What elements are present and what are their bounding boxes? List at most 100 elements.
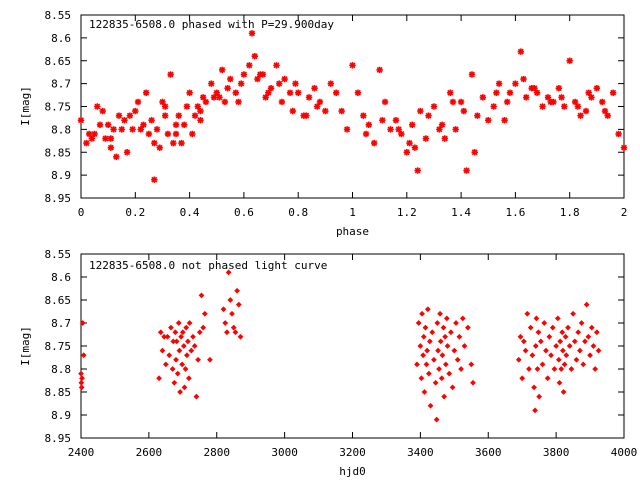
star-stroke-d2: [268, 85, 275, 92]
data-point-diamond: [437, 310, 443, 317]
star-stroke-d2: [276, 80, 283, 87]
data-point-diamond: [575, 329, 582, 336]
data-point-star: [151, 176, 158, 183]
star-stroke-d2: [496, 80, 503, 87]
data-point-diamond: [534, 366, 541, 372]
data-point-diamond: [539, 361, 546, 368]
data-point-star: [512, 80, 519, 87]
data-point-diamond: [169, 366, 176, 372]
data-point-star: [202, 98, 210, 106]
data-point-star: [140, 121, 147, 128]
star-stroke-d2: [621, 144, 627, 151]
data-point-star: [457, 98, 465, 106]
data-point-star: [275, 80, 283, 87]
star-stroke-d2: [173, 121, 179, 128]
data-point-star: [221, 98, 229, 106]
data-point-diamond: [449, 384, 456, 391]
star-stroke-d2: [558, 94, 565, 101]
star-stroke-d2: [145, 130, 152, 137]
star-stroke-d2: [441, 135, 448, 142]
data-point-star: [132, 107, 139, 115]
data-point-diamond: [234, 287, 240, 294]
data-point-star: [240, 71, 248, 78]
star-stroke-d2: [102, 135, 109, 142]
star-stroke-d2: [610, 89, 617, 96]
star-stroke-d2: [439, 121, 446, 128]
star-stroke-d2: [406, 140, 413, 147]
star-stroke-d2: [278, 98, 285, 105]
data-point-star: [395, 126, 402, 133]
data-point-diamond: [454, 356, 461, 363]
star-stroke-d2: [173, 130, 179, 137]
data-point-star: [256, 71, 264, 78]
star-stroke-d2: [156, 144, 163, 151]
star-stroke-d2: [555, 85, 562, 92]
data-point-star: [286, 89, 294, 96]
data-point-star: [588, 94, 595, 101]
data-point-diamond: [78, 370, 84, 377]
data-point-star: [153, 126, 161, 133]
data-point-star: [381, 98, 389, 106]
star-stroke-d2: [167, 71, 174, 78]
star-stroke-d2: [338, 108, 345, 115]
data-point-star: [609, 89, 617, 96]
data-point-diamond: [432, 379, 439, 386]
star-stroke-d2: [490, 103, 497, 110]
data-point-diamond: [418, 375, 425, 382]
star-stroke-d2: [599, 98, 606, 105]
star-stroke-d2: [387, 126, 394, 133]
data-point-diamond: [441, 393, 447, 400]
star-stroke-d2: [186, 89, 193, 96]
data-point-diamond: [200, 324, 207, 331]
star-stroke-d2: [327, 80, 334, 87]
data-point-diamond: [164, 333, 171, 340]
data-point-star: [438, 121, 446, 128]
data-point-star: [137, 126, 144, 133]
data-point-diamond: [196, 329, 203, 336]
star-stroke-d2: [604, 112, 611, 119]
data-point-star: [539, 103, 546, 110]
data-point-star: [558, 94, 565, 101]
data-point-diamond: [588, 324, 595, 331]
x-tick-label: 2600: [136, 446, 163, 459]
data-point-diamond: [435, 347, 441, 354]
data-point-diamond: [429, 329, 436, 336]
star-stroke-d2: [86, 130, 93, 137]
data-point-diamond: [555, 356, 562, 363]
y-tick-label: 8.8: [51, 123, 71, 136]
data-point-diamond: [546, 333, 553, 340]
star-stroke-d2: [379, 117, 386, 124]
data-point-star: [406, 139, 413, 147]
data-point-diamond: [421, 389, 428, 395]
data-point-star: [376, 66, 383, 74]
star-stroke-d2: [170, 140, 177, 147]
data-point-star: [379, 117, 386, 124]
x-tick-label: 4000: [611, 446, 638, 459]
y-tick-label: 8.7: [51, 78, 71, 91]
data-point-diamond: [177, 389, 183, 395]
data-point-diamond: [415, 320, 422, 326]
data-point-star: [463, 167, 470, 174]
star-stroke-d2: [78, 117, 84, 124]
star-stroke-d2: [316, 98, 323, 105]
data-point-star: [343, 126, 351, 133]
data-point-diamond: [417, 343, 424, 349]
x-tick-label: 1.6: [505, 206, 525, 219]
data-point-star: [151, 139, 158, 147]
star-stroke-d2: [240, 71, 247, 78]
data-point-star: [422, 135, 430, 142]
data-point-diamond: [537, 338, 544, 345]
data-point-star: [232, 89, 239, 96]
data-point-diamond: [560, 389, 567, 395]
data-point-star: [349, 62, 356, 69]
data-point-diamond: [186, 320, 193, 326]
data-point-diamond: [232, 329, 239, 336]
star-stroke-d2: [588, 94, 595, 101]
data-point-star: [170, 139, 177, 147]
data-point-diamond: [156, 375, 162, 382]
data-point-star: [178, 139, 185, 147]
x-tick-label: 2400: [68, 446, 95, 459]
x-tick-label: 3400: [407, 446, 434, 459]
data-point-star: [333, 89, 340, 96]
